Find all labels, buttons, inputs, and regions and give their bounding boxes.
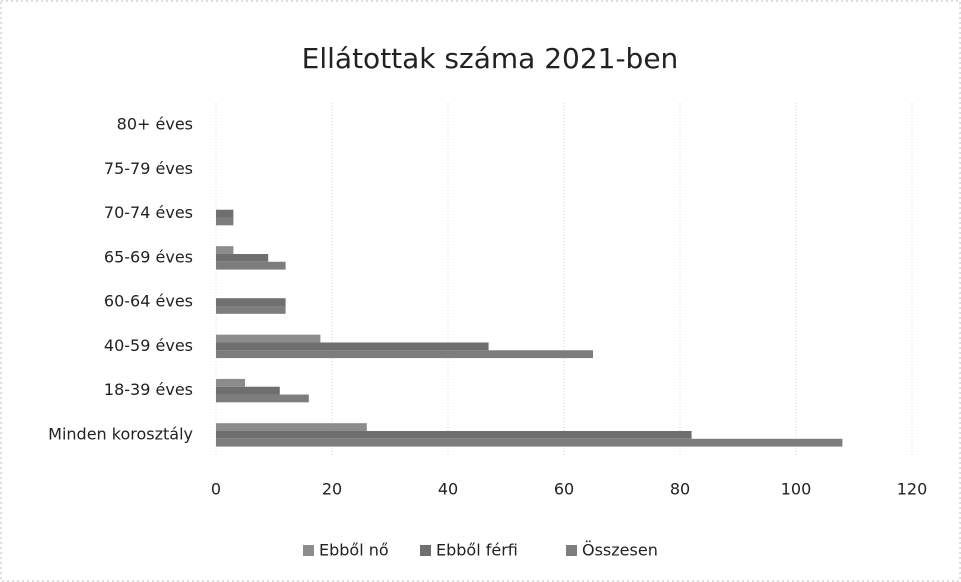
- bar: [216, 246, 234, 254]
- y-tick-label: 70-74 éves: [104, 203, 193, 222]
- y-tick-label: Minden korosztály: [48, 424, 193, 443]
- legend-label: Ebből nő: [319, 541, 389, 560]
- legend-swatch: [420, 545, 431, 556]
- y-tick-label: 75-79 éves: [104, 159, 193, 178]
- bar: [216, 217, 234, 226]
- x-tick-label: 120: [897, 480, 928, 499]
- bar: [216, 298, 286, 307]
- x-tick-label: 100: [781, 480, 812, 499]
- x-tick-label: 0: [211, 480, 221, 499]
- y-tick-label: 18-39 éves: [104, 380, 193, 399]
- y-tick-label: 60-64 éves: [104, 292, 193, 311]
- x-tick-label: 60: [554, 480, 574, 499]
- bar: [216, 438, 843, 447]
- y-tick-label: 40-59 éves: [104, 336, 193, 355]
- bar: [216, 209, 234, 218]
- bar: [216, 394, 309, 403]
- bar: [216, 261, 286, 270]
- y-tick-label: 80+ éves: [117, 115, 193, 134]
- x-tick-label: 80: [670, 480, 690, 499]
- bar: [216, 306, 286, 314]
- bar: [216, 423, 367, 431]
- bar: [216, 350, 593, 359]
- bar: [216, 386, 280, 395]
- bar: [216, 334, 321, 343]
- legend-label: Összesen: [582, 541, 658, 560]
- y-tick-label: 65-69 éves: [104, 247, 193, 266]
- x-tick-label: 20: [322, 480, 342, 499]
- x-tick-label: 40: [438, 480, 458, 499]
- legend-swatch: [303, 545, 314, 556]
- bar: [216, 430, 692, 439]
- bar: [216, 253, 269, 262]
- chart-title: Ellátottak száma 2021-ben: [302, 42, 679, 75]
- bar: [216, 342, 489, 351]
- legend-label: Ebből férfi: [436, 541, 518, 560]
- legend-swatch: [566, 545, 577, 556]
- bar: [216, 378, 245, 387]
